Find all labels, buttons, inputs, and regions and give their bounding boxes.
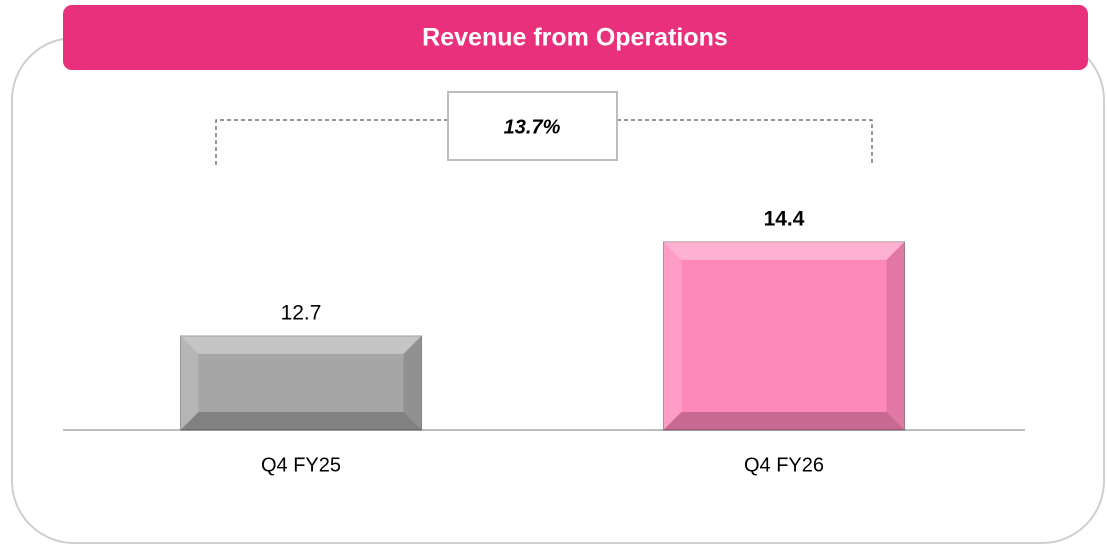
value-label: 12.7 — [281, 301, 322, 324]
growth-bracket — [215, 119, 873, 165]
bar — [663, 241, 905, 431]
bar-bevel-right — [403, 335, 422, 430]
growth-annotation: 13.7% — [504, 116, 561, 138]
bar-bevel-bottom — [180, 412, 422, 430]
bar-bevel-left — [180, 335, 199, 430]
bar-bevel-top — [663, 241, 905, 260]
bar-bevel-top — [180, 335, 422, 354]
bar-bevel-left — [663, 241, 682, 430]
chart-title: Revenue from Operations — [422, 24, 728, 52]
x-tick-label: Q4 FY25 — [261, 454, 341, 476]
bar-bevel-bottom — [663, 412, 905, 430]
value-label: 14.4 — [764, 207, 805, 230]
x-tick-label: Q4 FY26 — [744, 454, 824, 476]
title-banner — [63, 5, 1088, 70]
annotation-box — [447, 91, 618, 161]
bar-bevel-right — [886, 241, 905, 430]
bar — [180, 335, 422, 431]
